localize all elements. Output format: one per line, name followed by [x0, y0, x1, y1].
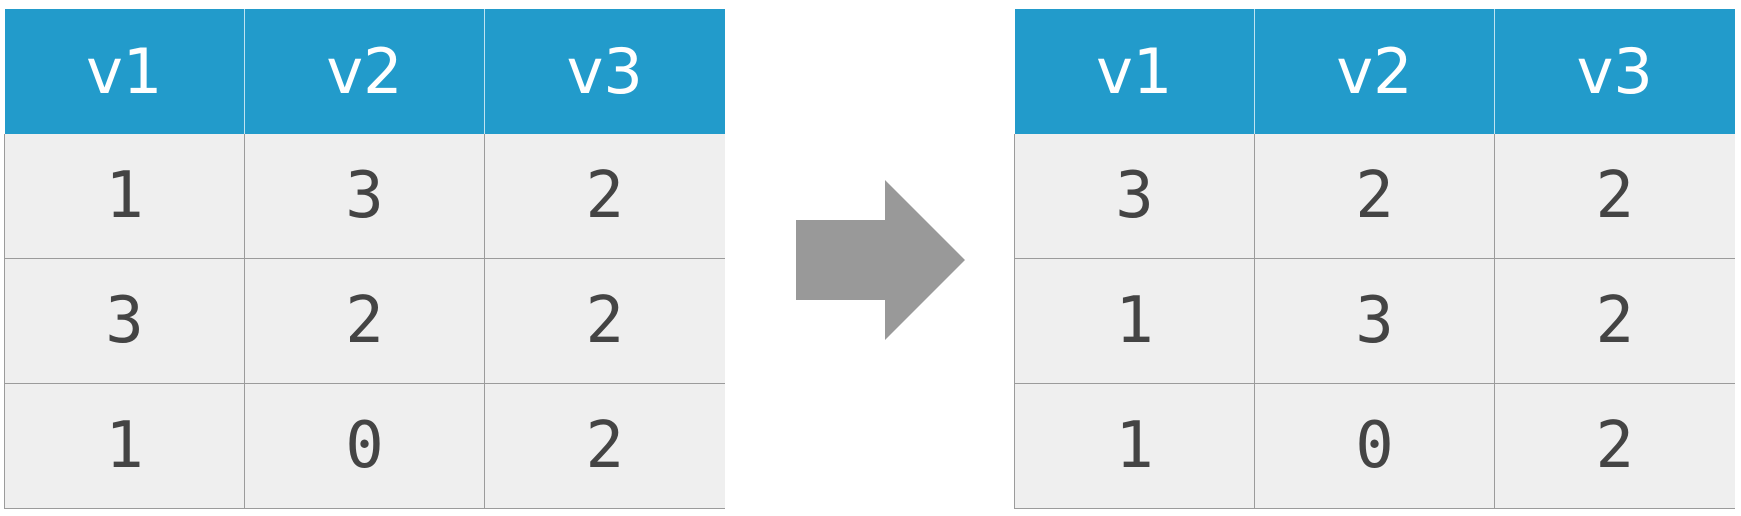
table-cell: 2 [1494, 134, 1735, 259]
header-cell-v1: v1 [4, 9, 245, 134]
before-table: v1 v2 v3 1 3 2 3 2 2 1 0 2 [4, 9, 725, 509]
table-cell: 3 [244, 134, 485, 259]
table-cell: 2 [1254, 134, 1495, 259]
header-cell-v2: v2 [1254, 9, 1495, 134]
table-cell: 3 [1254, 258, 1495, 384]
table-cell: 1 [1014, 383, 1255, 509]
after-table: v1 v2 v3 3 2 2 1 3 2 1 0 2 [1014, 9, 1735, 509]
table-cell: 2 [484, 383, 725, 509]
header-row: v1 v2 v3 [4, 9, 725, 134]
header-cell-v3: v3 [484, 9, 725, 134]
table-cell: 3 [1014, 134, 1255, 259]
arrow-shape [796, 180, 965, 340]
table-cell: 2 [244, 258, 485, 384]
table-cell: 0 [244, 383, 485, 509]
table-cell: 1 [4, 383, 245, 509]
table-cell: 0 [1254, 383, 1495, 509]
table-cell: 3 [4, 258, 245, 384]
table-row: 3 2 2 [4, 258, 725, 384]
table-row: 1 0 2 [1014, 383, 1735, 509]
header-row: v1 v2 v3 [1014, 9, 1735, 134]
table-cell: 2 [484, 258, 725, 384]
table-cell: 2 [1494, 383, 1735, 509]
header-cell-v3: v3 [1494, 9, 1735, 134]
table-row: 1 3 2 [1014, 258, 1735, 384]
table-cell: 1 [1014, 258, 1255, 384]
table-row: 1 0 2 [4, 383, 725, 509]
table-row: 1 3 2 [4, 134, 725, 259]
table-cell: 2 [1494, 258, 1735, 384]
table-cell: 1 [4, 134, 245, 259]
header-cell-v2: v2 [244, 9, 485, 134]
header-cell-v1: v1 [1014, 9, 1255, 134]
table-cell: 2 [484, 134, 725, 259]
table-row: 3 2 2 [1014, 134, 1735, 259]
right-arrow-icon [796, 180, 965, 340]
